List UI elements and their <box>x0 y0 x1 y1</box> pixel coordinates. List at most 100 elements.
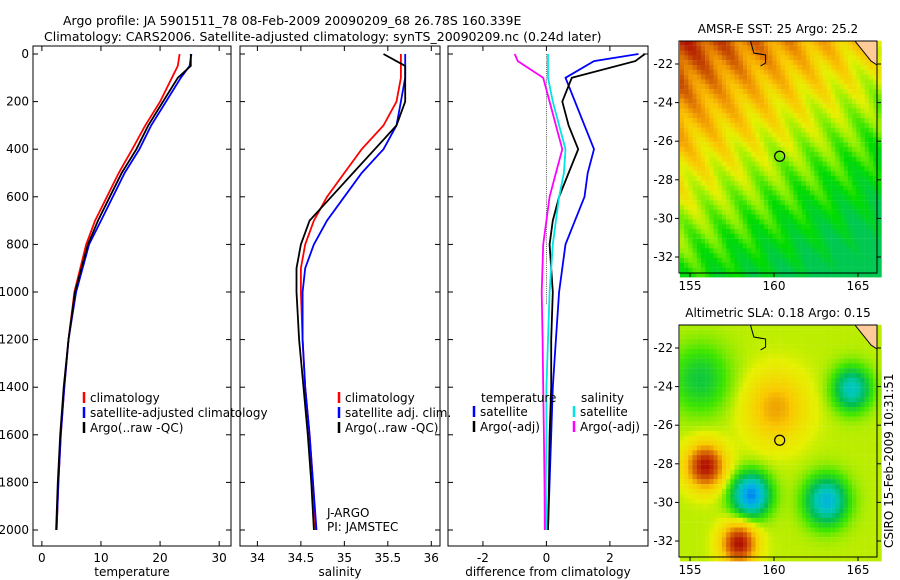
map-cell <box>810 488 815 494</box>
map-cell <box>826 532 832 538</box>
map-cell <box>730 238 735 244</box>
map-cell <box>713 60 718 66</box>
map-cell <box>726 382 731 388</box>
map-cell <box>822 339 828 345</box>
map-cell <box>789 166 794 172</box>
map-cell <box>797 503 802 509</box>
map-cell <box>721 209 727 215</box>
map-cell <box>688 402 693 407</box>
map-cell <box>780 508 786 514</box>
map-cell <box>826 382 832 388</box>
map-cell <box>679 329 685 335</box>
map-cell <box>873 127 878 133</box>
map-cell <box>877 175 882 181</box>
map-cell <box>738 421 744 427</box>
map-cell <box>868 272 874 278</box>
map-cell <box>755 204 760 210</box>
map-cell <box>684 65 689 70</box>
map-cell <box>700 50 706 56</box>
map-cell <box>776 267 781 273</box>
map-cell <box>751 387 756 393</box>
map-cell <box>738 132 744 138</box>
map-cell <box>784 368 790 374</box>
map-cell <box>730 382 735 388</box>
map-cell <box>730 209 735 215</box>
map-cell <box>713 147 718 152</box>
map-cell <box>747 508 752 514</box>
map-cell <box>721 397 727 403</box>
map-cell <box>873 190 878 196</box>
map-cell <box>688 508 693 514</box>
map-cell <box>709 200 714 206</box>
map-cell <box>705 488 710 494</box>
map-cell <box>751 55 756 61</box>
map-cell <box>822 65 828 70</box>
map-cell <box>709 474 714 480</box>
map-cell <box>726 532 731 538</box>
map-cell <box>705 233 710 239</box>
map-cell <box>835 373 840 379</box>
map-cell <box>684 253 689 259</box>
map-cell <box>684 161 689 167</box>
map-cell <box>679 45 685 51</box>
map-cell <box>747 200 752 206</box>
map-cell <box>784 79 790 85</box>
map-cell <box>755 45 760 51</box>
map-cell <box>713 493 718 499</box>
map-cell <box>734 329 739 335</box>
map-cell <box>742 113 748 119</box>
map-cell <box>684 171 689 177</box>
map-cell <box>696 513 702 518</box>
map-cell <box>818 392 823 398</box>
map-cell <box>810 426 815 432</box>
map-cell <box>726 402 731 407</box>
map-cell <box>810 132 815 138</box>
map-cell <box>688 122 693 128</box>
map-cell <box>721 224 727 230</box>
map-cell <box>772 469 777 475</box>
map-cell <box>864 262 870 268</box>
map-cell <box>679 248 685 254</box>
map-cell <box>755 382 760 388</box>
map-cell <box>742 363 748 369</box>
map-cell <box>696 484 702 490</box>
map-cell <box>847 368 853 374</box>
map-cell <box>793 464 798 470</box>
map-cell <box>700 527 706 533</box>
map-cell <box>784 532 790 538</box>
map-cell <box>747 324 752 330</box>
map-cell <box>797 248 802 254</box>
map-cell <box>734 209 739 215</box>
map-cell <box>713 248 718 254</box>
map-cell <box>831 445 836 451</box>
map-cell <box>713 329 718 335</box>
map-cell <box>847 166 853 172</box>
map-cell <box>747 214 752 220</box>
map-cell <box>860 50 865 56</box>
map-cell <box>700 262 706 268</box>
map-cell <box>873 537 878 543</box>
map-cell <box>700 334 706 340</box>
map-cell <box>860 469 865 475</box>
map-cell <box>688 243 693 249</box>
map-cell <box>772 387 777 393</box>
map-cell <box>780 108 786 114</box>
map-cell <box>831 334 836 340</box>
map-cell <box>688 113 693 119</box>
map-cell <box>776 122 781 128</box>
map-cell <box>684 402 689 407</box>
map-cell <box>776 65 781 70</box>
map-cell <box>868 180 874 186</box>
map-cell <box>801 537 807 543</box>
map-cell <box>696 556 702 562</box>
map-cell <box>763 363 769 369</box>
map-cell <box>814 402 819 407</box>
map-cell <box>805 551 811 557</box>
map-cell <box>709 248 714 254</box>
map-cell <box>826 353 832 359</box>
map-cell <box>852 185 857 191</box>
map-cell <box>864 69 870 75</box>
map-cell <box>860 522 865 528</box>
map-cell <box>759 204 765 210</box>
map-cell <box>826 238 832 244</box>
